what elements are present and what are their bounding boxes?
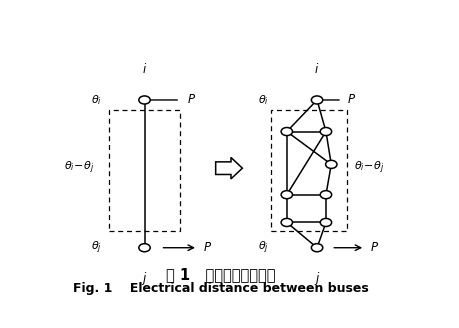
Text: $P$: $P$ <box>187 93 196 107</box>
Text: $i$: $i$ <box>142 62 147 76</box>
Text: Fig. 1    Electrical distance between buses: Fig. 1 Electrical distance between buses <box>73 282 369 295</box>
FancyArrow shape <box>216 157 242 179</box>
Circle shape <box>325 160 337 168</box>
Text: $\theta_i$: $\theta_i$ <box>258 93 269 107</box>
Text: $i$: $i$ <box>314 62 319 76</box>
Text: 图 1   节点间的电气距离: 图 1 节点间的电气距离 <box>166 267 276 282</box>
Circle shape <box>311 244 323 252</box>
Text: $j$: $j$ <box>141 271 148 287</box>
Bar <box>109 110 180 231</box>
Circle shape <box>311 96 323 104</box>
Circle shape <box>320 218 332 227</box>
Text: $\theta_j$: $\theta_j$ <box>258 239 269 256</box>
Text: $\theta_i\!-\!\theta_j$: $\theta_i\!-\!\theta_j$ <box>354 160 385 176</box>
Text: $P$: $P$ <box>369 241 379 254</box>
Circle shape <box>139 244 150 252</box>
Circle shape <box>320 191 332 199</box>
Circle shape <box>139 96 150 104</box>
Circle shape <box>281 218 292 227</box>
Circle shape <box>320 128 332 135</box>
Circle shape <box>281 191 292 199</box>
Circle shape <box>281 128 292 135</box>
Text: $\theta_i$: $\theta_i$ <box>91 93 102 107</box>
Text: $P$: $P$ <box>203 241 212 254</box>
Text: $\theta_j$: $\theta_j$ <box>91 239 102 256</box>
Text: $j$: $j$ <box>314 271 320 287</box>
Text: $P$: $P$ <box>347 93 356 107</box>
Text: $\theta_i\!-\!\theta_j$: $\theta_i\!-\!\theta_j$ <box>65 160 95 176</box>
Bar <box>271 110 347 231</box>
